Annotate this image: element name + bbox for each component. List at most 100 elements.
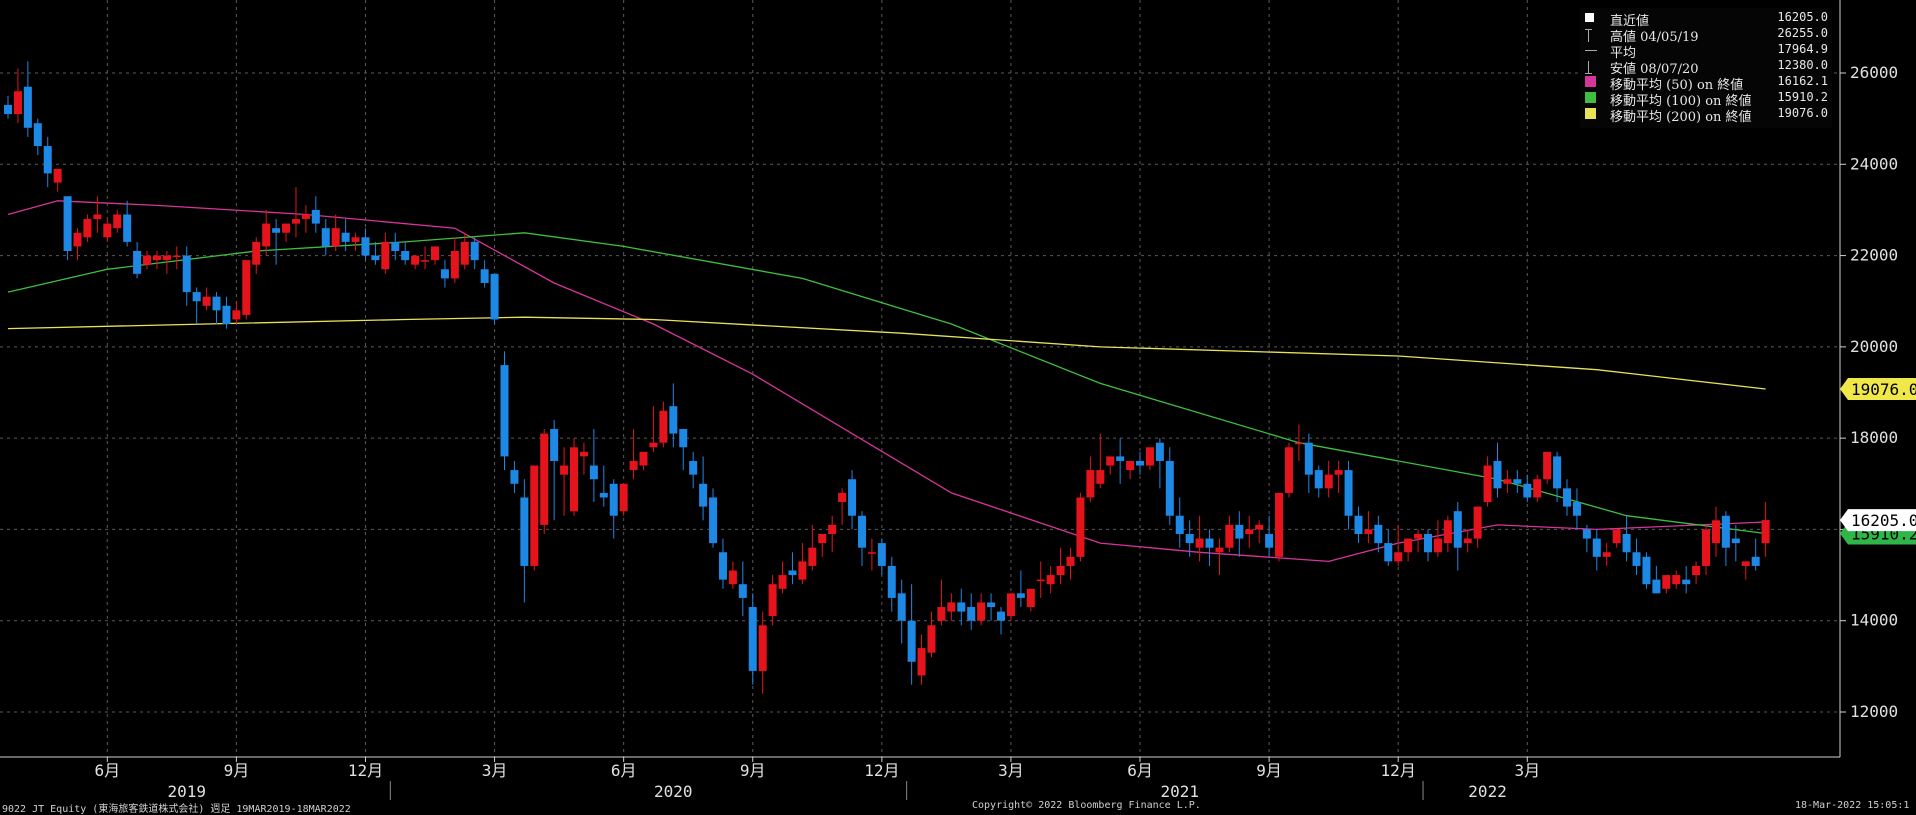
candle bbox=[1622, 515, 1631, 562]
candle bbox=[1493, 442, 1502, 498]
price-tag-label: 19076.0 bbox=[1851, 380, 1916, 399]
candle-body bbox=[83, 219, 92, 238]
legend-label: 高値 04/05/19 bbox=[1610, 30, 1699, 45]
candle-body bbox=[490, 273, 499, 320]
candle-body bbox=[1205, 538, 1214, 548]
candle-body bbox=[43, 146, 52, 174]
x-month-label: 3月 bbox=[1514, 761, 1540, 780]
candle bbox=[1374, 515, 1383, 553]
candle-body bbox=[907, 620, 916, 662]
candle-body bbox=[1622, 533, 1631, 553]
x-year-label: 2020 bbox=[654, 782, 693, 801]
candle bbox=[947, 593, 956, 621]
candle-body bbox=[570, 447, 579, 512]
candle-body bbox=[1275, 492, 1284, 557]
candle-body bbox=[262, 223, 271, 247]
candle-body bbox=[1662, 575, 1671, 589]
candle bbox=[1463, 529, 1472, 553]
candle bbox=[1334, 460, 1343, 493]
legend-row-last: 直近値 16205.0 bbox=[1580, 10, 1832, 29]
candle-body bbox=[778, 575, 787, 589]
candle-body bbox=[1721, 515, 1730, 548]
candle bbox=[341, 219, 350, 252]
candle bbox=[977, 593, 986, 626]
candle-body bbox=[887, 565, 896, 598]
candle bbox=[391, 232, 400, 261]
candle bbox=[1324, 460, 1333, 498]
candle bbox=[1314, 465, 1323, 498]
candle-body bbox=[540, 433, 549, 525]
candle-body bbox=[1632, 552, 1641, 566]
candle bbox=[1543, 451, 1552, 484]
legend-value: 12380.0 bbox=[1777, 58, 1828, 72]
candle bbox=[1553, 451, 1562, 503]
candle-body bbox=[1711, 520, 1720, 544]
candle-body bbox=[1731, 538, 1740, 544]
candle-body bbox=[1751, 556, 1760, 566]
candle bbox=[490, 273, 499, 325]
candle bbox=[857, 511, 866, 566]
candle bbox=[530, 465, 539, 571]
candle bbox=[619, 483, 628, 516]
legend-value: 16162.1 bbox=[1777, 74, 1828, 88]
candle-body bbox=[1394, 552, 1403, 562]
candle-body bbox=[530, 465, 539, 566]
x-year-label: 2021 bbox=[1160, 782, 1199, 801]
candle bbox=[361, 228, 370, 261]
y-tick-label: 18000 bbox=[1850, 428, 1898, 447]
candle-body bbox=[1136, 460, 1145, 466]
candle bbox=[1563, 479, 1572, 516]
candle-body bbox=[1443, 520, 1452, 544]
candle bbox=[639, 451, 648, 471]
candle bbox=[838, 488, 847, 525]
candle bbox=[1344, 460, 1353, 530]
candle-body bbox=[838, 492, 847, 503]
ma200-swatch-icon bbox=[1585, 108, 1596, 119]
price-tag: 16205.0 bbox=[1840, 509, 1916, 532]
candle bbox=[1235, 511, 1244, 557]
candle bbox=[1483, 456, 1492, 507]
x-month-label: 9月 bbox=[224, 761, 250, 780]
candle bbox=[1632, 538, 1641, 576]
candle-body bbox=[1066, 556, 1075, 566]
candle-body bbox=[1543, 451, 1552, 480]
candle-body bbox=[1235, 524, 1244, 539]
candle-body bbox=[589, 465, 598, 480]
candle-body bbox=[1463, 538, 1472, 544]
candle bbox=[421, 246, 430, 270]
candle-body bbox=[391, 241, 400, 252]
candle bbox=[1662, 575, 1671, 594]
candle bbox=[1106, 456, 1115, 475]
candle bbox=[1284, 442, 1293, 498]
x-month-label: 9月 bbox=[1256, 761, 1282, 780]
candle bbox=[1066, 547, 1075, 580]
candle-body bbox=[212, 296, 221, 311]
candle bbox=[798, 543, 807, 585]
candle-body bbox=[152, 255, 161, 261]
candle-body bbox=[877, 543, 886, 566]
candle-body bbox=[440, 269, 449, 279]
legend-value: 17964.9 bbox=[1777, 42, 1828, 56]
candle bbox=[470, 237, 479, 270]
y-tick-label: 26000 bbox=[1850, 63, 1898, 82]
candle-body bbox=[1096, 470, 1105, 484]
candle-body bbox=[1404, 538, 1413, 553]
candle bbox=[411, 255, 420, 270]
candles bbox=[4, 61, 1770, 694]
candle bbox=[1046, 565, 1055, 594]
candle-body bbox=[361, 237, 370, 256]
candle-body bbox=[1692, 565, 1701, 576]
candle-body bbox=[967, 607, 976, 621]
candle bbox=[1175, 497, 1184, 548]
candle-body bbox=[818, 533, 827, 544]
candle bbox=[718, 538, 727, 589]
candle bbox=[1612, 529, 1621, 548]
x-month-label: 3月 bbox=[998, 761, 1024, 780]
candle bbox=[967, 593, 976, 630]
candle-body bbox=[1592, 538, 1601, 557]
candle bbox=[877, 538, 886, 576]
candle bbox=[927, 611, 936, 658]
candle bbox=[13, 68, 22, 124]
candle-body bbox=[1602, 552, 1611, 557]
